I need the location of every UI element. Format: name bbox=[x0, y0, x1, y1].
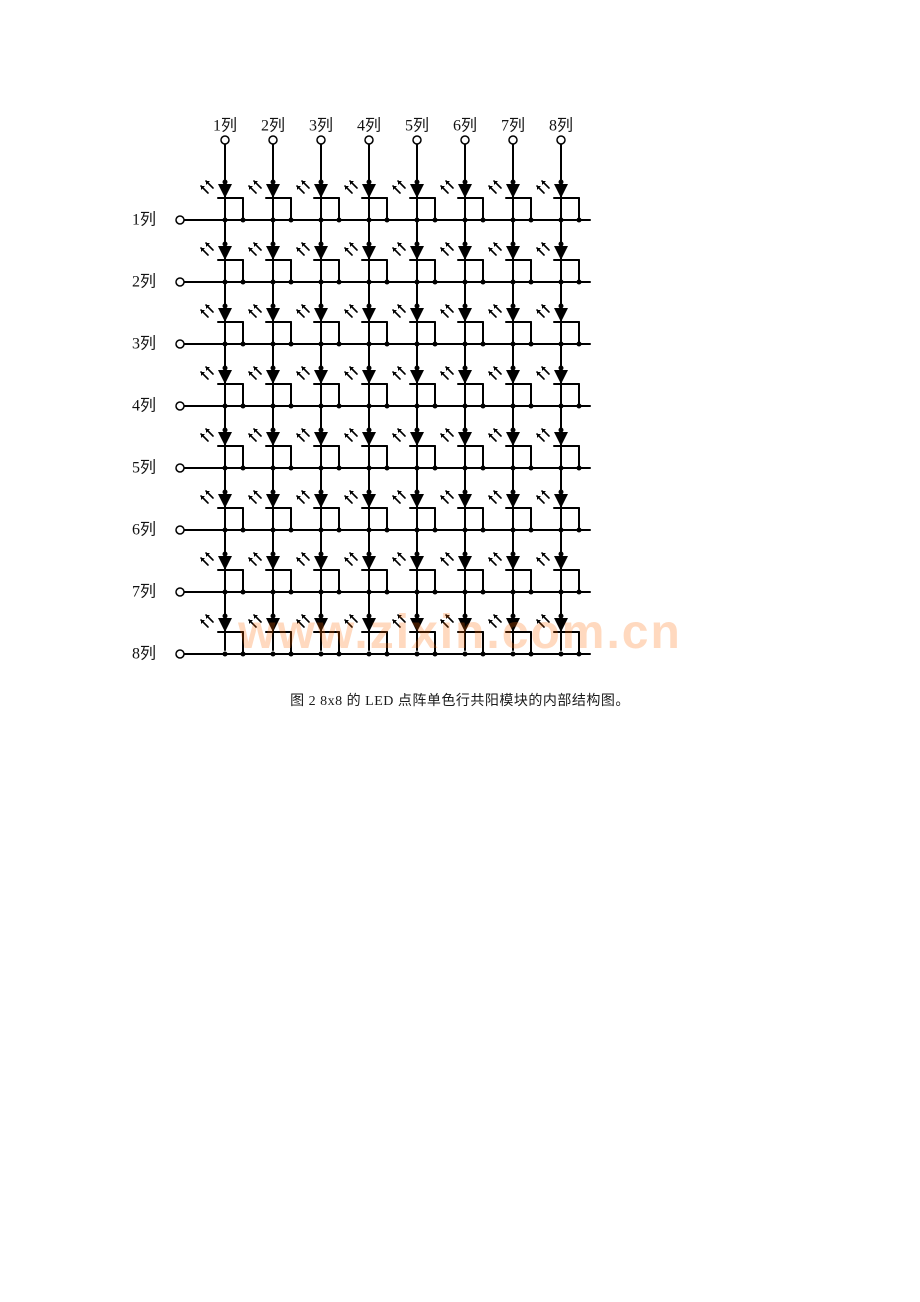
svg-text:6列: 6列 bbox=[132, 521, 156, 539]
page-root: 1列2列3列4列5列6列7列8列1列2列3列4列5列6列7列8列 www.zix… bbox=[0, 0, 920, 1302]
svg-text:4列: 4列 bbox=[132, 397, 156, 415]
svg-text:5列: 5列 bbox=[132, 459, 156, 477]
led-matrix-schematic: 1列 2列 3列 4列 5列 6列 7列 8列 1列 2列 3列 4列 5列 6列 7列 8列 bbox=[130, 110, 610, 670]
svg-text:8列: 8列 bbox=[549, 117, 573, 135]
svg-text:1列: 1列 bbox=[132, 211, 156, 229]
svg-text:7列: 7列 bbox=[132, 583, 156, 601]
figure-caption: 图 2 8x8 的 LED 点阵单色行共阳模块的内部结构图。 bbox=[0, 690, 920, 710]
svg-text:7列: 7列 bbox=[501, 117, 525, 135]
svg-text:1列: 1列 bbox=[213, 117, 237, 135]
svg-text:3列: 3列 bbox=[132, 335, 156, 353]
svg-text:3列: 3列 bbox=[309, 117, 333, 135]
svg-text:6列: 6列 bbox=[453, 117, 477, 135]
svg-text:2列: 2列 bbox=[132, 273, 156, 291]
schematic-svg: 1列 2列 3列 4列 5列 6列 7列 8列 1列 2列 3列 4列 5列 6列 7列 8列 bbox=[130, 110, 610, 670]
svg-text:2列: 2列 bbox=[261, 117, 285, 135]
svg-text:4列: 4列 bbox=[357, 117, 381, 135]
svg-text:5列: 5列 bbox=[405, 117, 429, 135]
svg-text:8列: 8列 bbox=[132, 645, 156, 663]
